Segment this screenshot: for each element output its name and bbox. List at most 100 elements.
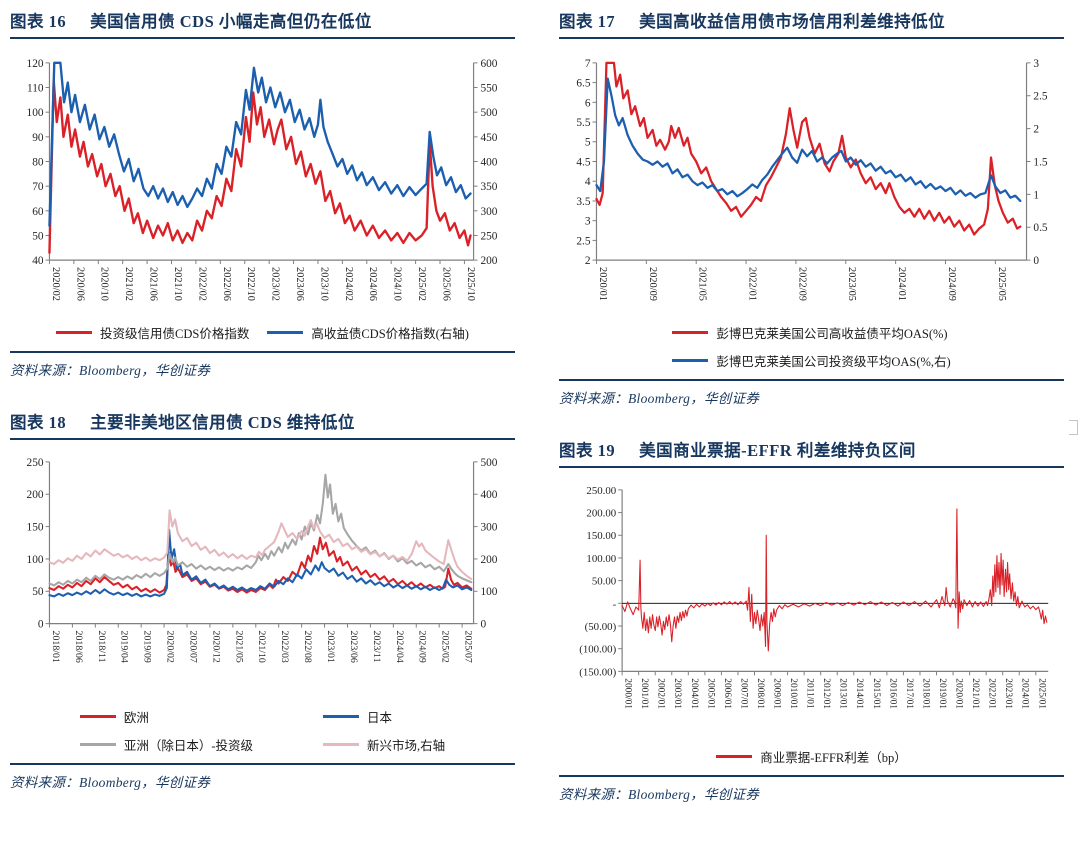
figure-19-label: 图表 19	[559, 441, 616, 461]
x-tick-label: 2023/11	[371, 631, 382, 663]
x-tick-label: 2024/01	[1020, 679, 1030, 710]
figure-19-title-text: 美国商业票据-EFFR 利差维持负区间	[639, 441, 916, 461]
figure-18-title: 图表 18 主要非美地区信用债 CDS 维持低位	[10, 409, 515, 433]
y-tick-label: 300	[480, 522, 497, 534]
x-tick-label: 2024/10	[392, 267, 403, 301]
y-tick-label: 1	[1033, 189, 1039, 201]
x-tick-label: 2021/02	[123, 267, 134, 301]
figure-17-label: 图表 17	[559, 12, 616, 31]
y-tick-label: 400	[480, 156, 497, 168]
y-tick-label: 500	[480, 107, 497, 119]
x-tick-label: 2021/10	[256, 631, 267, 663]
chart-16-legend: 投资级信用债CDS价格指数 高收益债CDS价格指数(右轴)	[10, 323, 515, 342]
x-tick-label: 2022/02	[196, 267, 207, 301]
y-tick-label: 40	[32, 255, 44, 267]
page-artifact-bracket	[1069, 420, 1078, 435]
series-line	[48, 474, 473, 587]
x-tick-label: 2021/05	[233, 631, 244, 663]
legend-item: 彭博巴克莱美国公司高收益债平均OAS(%)	[672, 323, 948, 342]
y-tick-label: 0	[480, 619, 486, 631]
y-tick-label: 6.5	[576, 78, 590, 90]
legend-swatch-icon	[672, 331, 709, 335]
legend-label: 高收益债CDS价格指数(右轴)	[311, 327, 469, 342]
source-rule	[559, 379, 1064, 382]
x-tick-label: 2000/01	[623, 679, 633, 710]
y-tick-label: 150	[27, 522, 44, 534]
legend-label: 投资级信用债CDS价格指数	[100, 327, 250, 342]
legend-label: 亚洲（除日本）-投资级	[123, 738, 254, 753]
figure-17-title-text: 美国高收益信用债市场信用利差维持低位	[639, 12, 946, 31]
series-line	[621, 508, 1048, 652]
y-tick-label: 70	[32, 181, 44, 193]
x-tick-label: 2020/10	[99, 267, 110, 301]
legend-swatch-icon	[79, 714, 116, 718]
source-line: 资料来源：Bloomberg，华创证券	[10, 363, 211, 379]
source-line: 资料来源：Bloomberg，华创证券	[559, 786, 760, 802]
series-line	[595, 61, 1022, 236]
x-tick-label: 2024/09	[946, 267, 957, 301]
x-tick-label: 2023/05	[846, 267, 857, 301]
y-tick-label: 500	[480, 457, 497, 469]
y-tick-label: 550	[480, 82, 497, 94]
y-tick-label: 2.5	[576, 235, 590, 247]
figure-16-label: 图表 16	[10, 12, 67, 31]
chart-19-canvas: (150.00) (100.00) (50.00) - 50.00 100.00 150.0…	[579, 485, 1049, 710]
series-line	[48, 529, 473, 598]
figure-17-title: 图表 17 美国高收益信用债市场信用利差维持低位	[559, 8, 1064, 32]
legend-item: 新兴市场,右轴	[323, 735, 445, 754]
legend-items: 投资级信用债CDS价格指数 高收益债CDS价格指数(右轴)	[56, 323, 469, 342]
x-tick-label: 2022/01	[747, 267, 758, 301]
x-tick-label: 2015/01	[871, 679, 881, 710]
x-tick-label: 2019/09	[142, 631, 153, 663]
y-tick-label: 200	[480, 255, 497, 267]
x-tick-label: 2022/06	[221, 267, 232, 301]
x-tick-label: 2019/01	[937, 679, 947, 710]
title-rule	[559, 37, 1064, 39]
y-tick-label: 3	[1033, 58, 1039, 70]
figure-19-title: 图表 19 美国商业票据-EFFR 利差维持负区间	[559, 437, 1064, 461]
chart-16-canvas: 40 50 60 70 80 90 100 110 120 200 250 300 350 400 450 5…	[27, 58, 498, 301]
y-tick-label: 50	[32, 587, 44, 599]
x-tick-label: 2025/02	[440, 631, 451, 663]
legend-item: 高收益债CDS价格指数(右轴)	[267, 323, 469, 342]
x-tick-label: 2022/09	[796, 267, 807, 301]
chart-17-legend: 彭博巴克莱美国公司高收益债平均OAS(%) 彭博巴克莱美国公司投资级平均OAS(%…	[559, 323, 1064, 370]
y-tick-label: (100.00)	[579, 644, 616, 656]
y-tick-label: 50.00	[592, 576, 616, 588]
legend-swatch-icon	[79, 742, 116, 746]
series-line	[48, 61, 472, 227]
x-tick-label: 2013/01	[838, 679, 848, 710]
x-tick-label: 2001/01	[639, 679, 649, 710]
y-tick-label: 2	[1033, 124, 1039, 136]
y-tick-label: 1.5	[1033, 156, 1047, 168]
series-line	[595, 77, 1022, 203]
x-tick-label: 2009/01	[772, 679, 782, 710]
legend-swatch-icon	[267, 331, 304, 335]
left-column: 图表 16 美国信用债 CDS 小幅走高但仍在低位 40 50 60 70 80 90 100…	[10, 8, 515, 844]
legend-label: 商业票据-EFFR利差（bp）	[760, 750, 907, 765]
y-tick-label: 5	[585, 137, 591, 149]
source-line: 资料来源：Bloomberg，华创证券	[559, 391, 760, 407]
x-tick-label: 2023/02	[270, 267, 281, 301]
x-tick-label: 2023/01	[325, 631, 336, 663]
figure-16-title-text: 美国信用债 CDS 小幅走高但仍在低位	[90, 12, 372, 31]
x-tick-label: 2007/01	[738, 679, 748, 710]
legend-item: 投资级信用债CDS价格指数	[56, 323, 249, 342]
y-tick-label: 4.5	[576, 156, 590, 168]
x-tick-label: 2024/09	[417, 631, 428, 663]
x-tick-label: 2025/07	[463, 631, 474, 663]
legend-items: 欧洲 日本 亚洲（除日本）-投资级 新兴市场,右轴	[79, 707, 445, 754]
legend-label: 彭博巴克莱美国公司投资级平均OAS(%,右)	[716, 355, 951, 370]
y-tick-label: 3	[585, 216, 591, 228]
x-tick-label: 2025/10	[465, 267, 476, 301]
y-tick-label: 350	[480, 181, 497, 193]
y-tick-label: 450	[480, 132, 497, 144]
legend-swatch-icon	[323, 714, 360, 718]
figure-18: 图表 18 主要非美地区信用债 CDS 维持低位 0 50 100 150 200 250 0…	[10, 409, 515, 791]
x-tick-label: 2023/06	[294, 267, 305, 301]
y-tick-label: 100	[27, 554, 44, 566]
x-tick-label: 2018/01	[920, 679, 930, 710]
x-tick-label: 2014/01	[854, 679, 864, 710]
x-tick-label: 2020/02	[50, 267, 61, 301]
figure-18-title-text: 主要非美地区信用债 CDS 维持低位	[90, 413, 355, 433]
